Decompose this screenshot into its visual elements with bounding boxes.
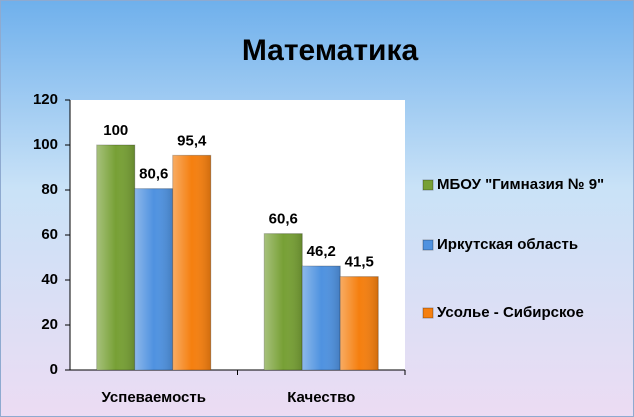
y-tick-label: 40 [41,271,58,288]
y-tick-label: 120 [33,91,58,108]
y-tick-label: 60 [41,226,58,243]
x-tick-label: Успеваемость [102,389,206,406]
bar-shine [96,145,135,370]
bar-shine [340,276,379,370]
bar-shine [264,233,303,370]
legend-label: Иркутская область [437,236,578,253]
x-tick-label: Качество [287,389,355,406]
bar-shine [134,188,173,370]
legend-label: Усолье - Сибирское [437,304,584,321]
y-tick-label: 80 [41,181,58,198]
y-tick-label: 20 [41,316,58,333]
data-label: 41,5 [345,254,374,271]
data-label: 95,4 [177,132,207,149]
bar-shine [302,266,341,370]
data-label: 60,6 [269,211,298,228]
legend-swatch [422,179,434,191]
legend-swatch [422,307,434,319]
data-label: 46,2 [307,243,336,260]
legend-label: МБОУ "Гимназия № 9" [437,176,604,193]
y-tick-label: 0 [50,361,58,378]
data-label: 100 [103,122,128,139]
bar-shine [172,155,211,370]
chart-title: Математика [242,34,419,67]
data-label: 80,6 [139,166,168,183]
y-tick-label: 100 [33,136,58,153]
legend-swatch [422,239,434,251]
